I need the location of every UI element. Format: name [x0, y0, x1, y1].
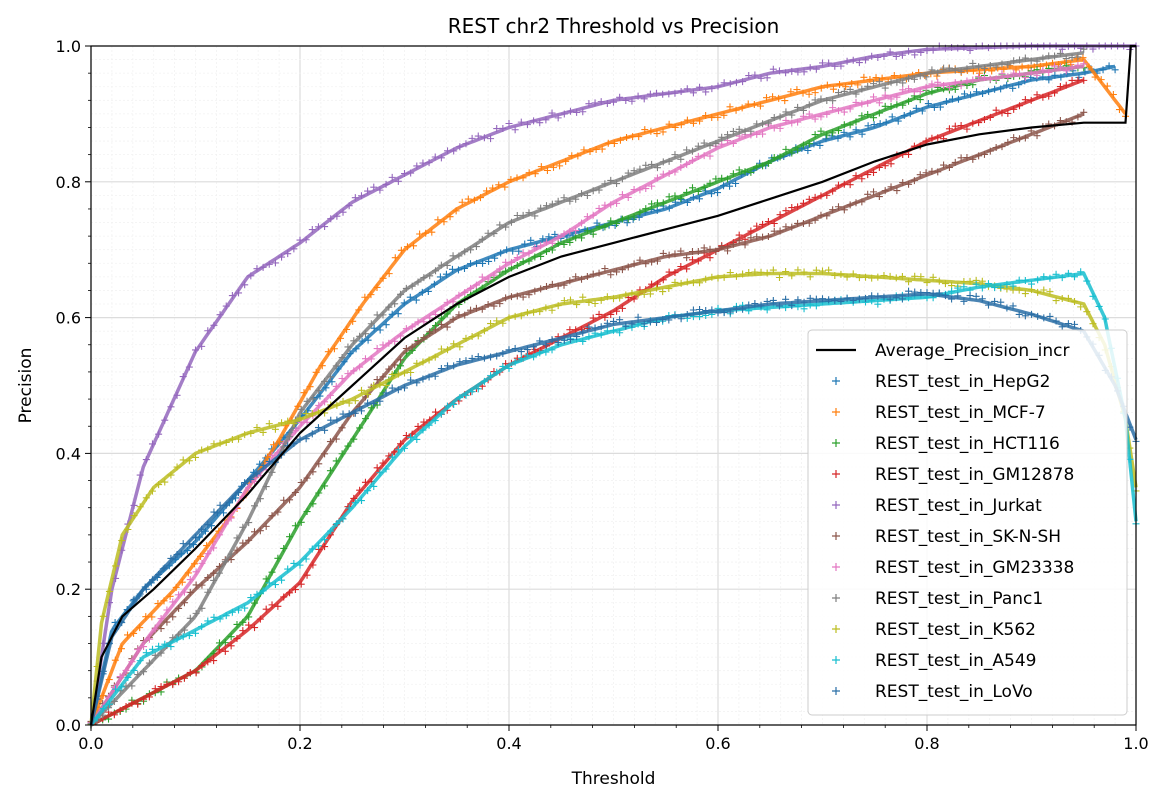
- series-trace: [89, 44, 1136, 726]
- legend-label: REST_test_in_Panc1: [875, 589, 1043, 609]
- legend-swatch: [832, 656, 840, 664]
- x-tick-label: 0.6: [705, 734, 730, 753]
- legend-swatch: [832, 377, 840, 385]
- ticks: 0.0 0.2 0.4 0.6 0.8 1.0 0.0 0.2 0.4 0.6 0.8 1.0: [56, 37, 1149, 753]
- legend-swatch: [832, 532, 840, 540]
- legend: Average_Precision_incr REST_test_in_HepG2…: [807, 329, 1128, 716]
- chart-title: REST chr2 Threshold vs Precision: [448, 14, 780, 38]
- x-tick-label: 0.4: [496, 734, 521, 753]
- y-tick-label: 1.0: [56, 37, 81, 56]
- y-tick-label: 0.2: [56, 580, 81, 599]
- y-tick-label: 0.8: [56, 173, 81, 192]
- legend-label: REST_test_in_MCF-7: [875, 403, 1046, 423]
- y-tick-label: 0.0: [56, 716, 81, 735]
- legend-swatch: [832, 470, 840, 478]
- series-trace: [90, 64, 1085, 727]
- series-REST_test_in_HCT116: [87, 62, 1088, 729]
- legend-swatch: [832, 625, 840, 633]
- series-REST_test_in_K562: [87, 266, 1140, 729]
- x-tick-label: 0.8: [914, 734, 939, 753]
- series-trace: [89, 112, 1085, 726]
- legend-label: REST_test_in_GM23338: [875, 558, 1074, 578]
- x-tick-label: 1.0: [1123, 734, 1148, 753]
- series-trace: [89, 271, 1138, 726]
- x-tick-label: 0.2: [287, 734, 312, 753]
- series-REST_test_in_Panc1: [87, 45, 1088, 728]
- series-REST_test_in_Jurkat: [87, 42, 1140, 729]
- legend-swatch: [832, 687, 840, 695]
- series-trace: [89, 51, 1085, 727]
- series-point: [1080, 45, 1088, 53]
- series-trace: [89, 271, 1138, 727]
- legend-swatch: [832, 594, 840, 602]
- legend-label: REST_test_in_SK-N-SH: [875, 527, 1061, 547]
- legend-box: [807, 329, 1128, 716]
- legend-label: REST_test_in_GM12878: [875, 465, 1074, 485]
- plot-frame: [90, 45, 1137, 726]
- legend-swatch: [832, 439, 840, 447]
- series-layer: [87, 42, 1140, 729]
- series-Average_Precision_incr: [89, 44, 1136, 726]
- y-tick-label: 0.4: [56, 444, 81, 463]
- legend-label: REST_test_in_HepG2: [875, 372, 1050, 392]
- legend-swatch: [832, 563, 840, 571]
- legend-label: REST_test_in_A549: [875, 651, 1036, 671]
- legend-label: REST_test_in_LoVo: [875, 682, 1033, 702]
- legend-label: REST_test_in_Jurkat: [875, 496, 1042, 516]
- legend-label: REST_test_in_HCT116: [875, 434, 1060, 454]
- y-tick-label: 0.6: [56, 309, 81, 328]
- legend-swatch: [832, 501, 840, 509]
- series-trace: [89, 292, 1138, 726]
- legend-swatch: [832, 408, 840, 416]
- legend-label: REST_test_in_K562: [875, 620, 1036, 640]
- legend-label: Average_Precision_incr: [875, 341, 1070, 361]
- series-trace: [90, 78, 1085, 727]
- y-axis-label: Precision: [16, 348, 36, 424]
- x-axis-label: Threshold: [571, 769, 656, 789]
- x-tick-label: 0.0: [78, 734, 103, 753]
